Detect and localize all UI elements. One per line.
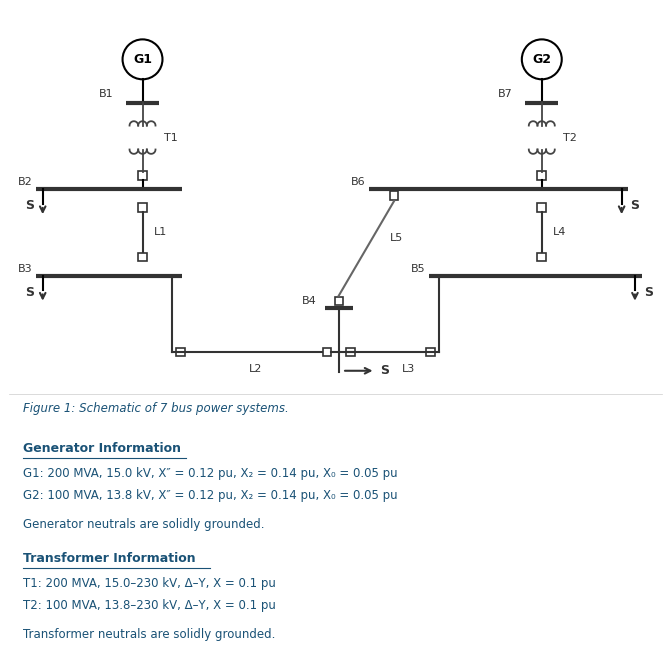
Text: S: S (25, 286, 34, 299)
Text: S: S (380, 364, 389, 377)
Bar (537, 253, 546, 261)
Bar (390, 191, 399, 200)
Text: S: S (643, 286, 653, 299)
Text: B4: B4 (301, 296, 316, 306)
Bar (537, 203, 546, 212)
Text: T1: T1 (164, 133, 178, 142)
Bar (138, 172, 147, 180)
Bar (138, 253, 147, 261)
Text: B7: B7 (498, 89, 513, 99)
Text: G1: 200 MVA, 15.0 kV, X″ = 0.12 pu, X₂ = 0.14 pu, X₀ = 0.05 pu: G1: 200 MVA, 15.0 kV, X″ = 0.12 pu, X₂ =… (23, 467, 397, 480)
Text: Transformer Information: Transformer Information (23, 552, 195, 565)
Text: L3: L3 (402, 364, 415, 374)
Circle shape (123, 40, 162, 79)
Text: T2: T2 (563, 133, 577, 142)
Text: S: S (631, 199, 639, 212)
Bar (426, 348, 435, 356)
Text: Figure 1: Schematic of 7 bus power systems.: Figure 1: Schematic of 7 bus power syste… (23, 402, 289, 415)
Bar (176, 348, 185, 356)
Text: G2: G2 (532, 53, 552, 66)
Text: B3: B3 (18, 264, 33, 274)
Bar (335, 297, 343, 305)
Text: Transformer neutrals are solidly grounded.: Transformer neutrals are solidly grounde… (23, 628, 275, 641)
Text: L5: L5 (390, 234, 403, 244)
Text: Generator neutrals are solidly grounded.: Generator neutrals are solidly grounded. (23, 519, 264, 531)
Text: G2: 100 MVA, 13.8 kV, X″ = 0.12 pu, X₂ = 0.14 pu, X₀ = 0.05 pu: G2: 100 MVA, 13.8 kV, X″ = 0.12 pu, X₂ =… (23, 489, 397, 502)
Text: L4: L4 (553, 227, 566, 238)
Bar (138, 203, 147, 212)
Text: Generator Information: Generator Information (23, 442, 180, 455)
Text: L1: L1 (154, 227, 167, 238)
Text: B2: B2 (18, 177, 33, 187)
Bar (346, 348, 355, 356)
Circle shape (522, 40, 562, 79)
Text: L2: L2 (249, 364, 262, 374)
Text: G1: G1 (133, 53, 152, 66)
Text: T2: 100 MVA, 13.8–230 kV, Δ–Y, X = 0.1 pu: T2: 100 MVA, 13.8–230 kV, Δ–Y, X = 0.1 p… (23, 599, 276, 612)
Text: B6: B6 (351, 177, 366, 187)
Text: T1: 200 MVA, 15.0–230 kV, Δ–Y, X = 0.1 pu: T1: 200 MVA, 15.0–230 kV, Δ–Y, X = 0.1 p… (23, 577, 276, 590)
Bar (537, 172, 546, 180)
Text: B5: B5 (411, 264, 425, 274)
Text: S: S (25, 199, 34, 212)
Bar (323, 348, 331, 356)
Text: B1: B1 (99, 89, 113, 99)
